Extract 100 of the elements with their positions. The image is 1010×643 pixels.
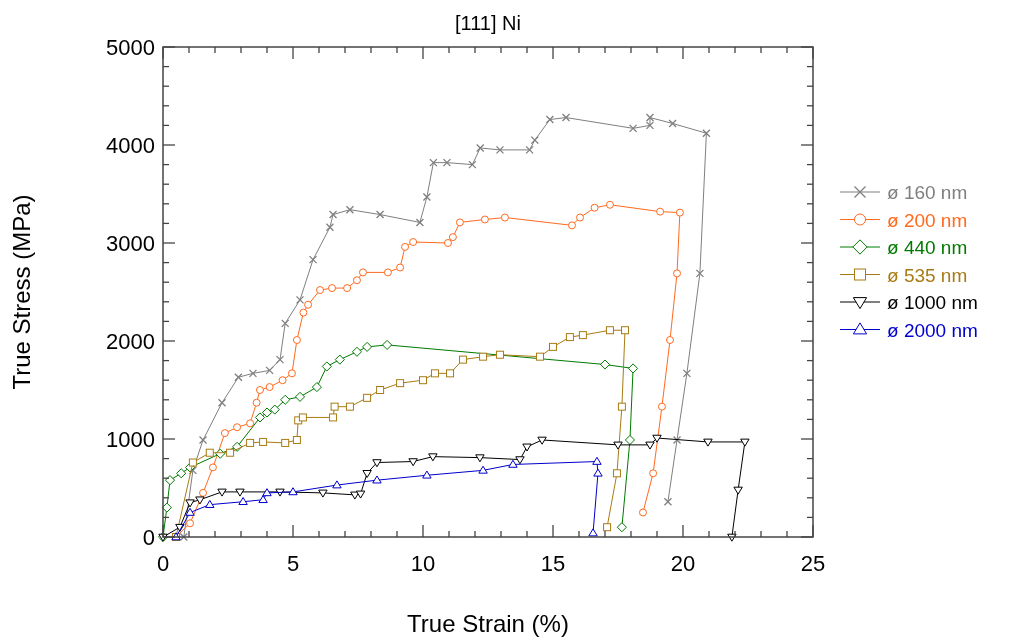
- point: [430, 369, 439, 378]
- point: [252, 398, 261, 407]
- point: [515, 456, 525, 465]
- point: [281, 319, 290, 328]
- y-axis-title: True Stress (MPa): [8, 194, 35, 390]
- point: [500, 213, 509, 222]
- point: [208, 463, 217, 472]
- point: [185, 499, 195, 508]
- point: [530, 135, 539, 145]
- point: [362, 470, 372, 478]
- legend-label: ø 160 nm: [887, 182, 968, 203]
- point: [682, 369, 692, 378]
- x-tick-label: 15: [540, 551, 566, 576]
- point: [161, 502, 172, 513]
- point: [217, 488, 227, 497]
- point: [318, 489, 328, 498]
- point: [422, 470, 432, 479]
- point: [265, 383, 274, 392]
- point: [652, 434, 662, 443]
- point: [255, 386, 264, 394]
- y-tick-label: 2000: [106, 329, 155, 354]
- point: [188, 466, 198, 475]
- point: [525, 145, 534, 155]
- point: [278, 376, 287, 385]
- point: [287, 369, 296, 378]
- point: [478, 465, 488, 474]
- point: [199, 488, 208, 497]
- point: [358, 268, 367, 277]
- point: [657, 402, 666, 411]
- point: [508, 459, 518, 468]
- point: [372, 475, 382, 484]
- point: [363, 393, 372, 402]
- point: [396, 263, 405, 272]
- point: [495, 350, 504, 359]
- point: [234, 373, 243, 382]
- point: [578, 331, 587, 340]
- point: [617, 402, 626, 411]
- point: [649, 469, 658, 478]
- point: [522, 443, 532, 452]
- x-axis-title: True Strain (%): [407, 610, 569, 637]
- point: [592, 456, 602, 465]
- point: [311, 382, 322, 393]
- point: [537, 436, 547, 445]
- point: [298, 413, 307, 422]
- point: [321, 361, 332, 372]
- point: [442, 158, 452, 167]
- point: [673, 269, 682, 278]
- point: [233, 423, 242, 432]
- point: [220, 429, 229, 438]
- point: [288, 487, 298, 496]
- point: [624, 434, 636, 446]
- point: [408, 458, 418, 467]
- point: [401, 242, 410, 251]
- point: [638, 508, 647, 517]
- point: [205, 499, 215, 508]
- point: [409, 238, 418, 247]
- point: [299, 308, 308, 317]
- point: [672, 435, 682, 445]
- point: [605, 326, 614, 335]
- point: [376, 386, 385, 394]
- point: [593, 468, 603, 477]
- legend-label: ø 2000 nm: [887, 319, 978, 341]
- point: [446, 369, 455, 378]
- point: [415, 218, 425, 227]
- point: [675, 208, 684, 217]
- y-tick-label: 0: [142, 525, 155, 550]
- point: [355, 490, 366, 499]
- point: [308, 255, 318, 264]
- point: [495, 145, 505, 155]
- legend-label: ø 200 nm: [887, 209, 968, 231]
- point: [198, 435, 208, 445]
- point: [254, 412, 266, 423]
- point: [304, 300, 313, 309]
- point: [419, 376, 427, 385]
- point: [645, 121, 655, 130]
- point: [443, 239, 452, 247]
- point: [480, 215, 489, 224]
- point: [328, 284, 336, 293]
- point: [248, 369, 258, 378]
- point: [292, 435, 301, 444]
- point: [588, 528, 598, 537]
- point: [343, 284, 352, 293]
- point: [269, 404, 280, 415]
- point: [325, 223, 335, 232]
- point: [246, 438, 255, 447]
- point: [362, 341, 373, 352]
- point: [702, 129, 711, 138]
- point: [733, 486, 743, 495]
- point: [295, 295, 305, 304]
- point: [599, 359, 611, 370]
- point: [383, 268, 392, 277]
- point: [576, 213, 585, 222]
- point: [695, 269, 705, 278]
- point: [188, 458, 197, 467]
- point: [663, 497, 673, 506]
- point: [468, 160, 477, 169]
- point: [316, 286, 325, 295]
- point: [613, 441, 623, 450]
- point: [428, 453, 438, 462]
- point: [235, 488, 245, 497]
